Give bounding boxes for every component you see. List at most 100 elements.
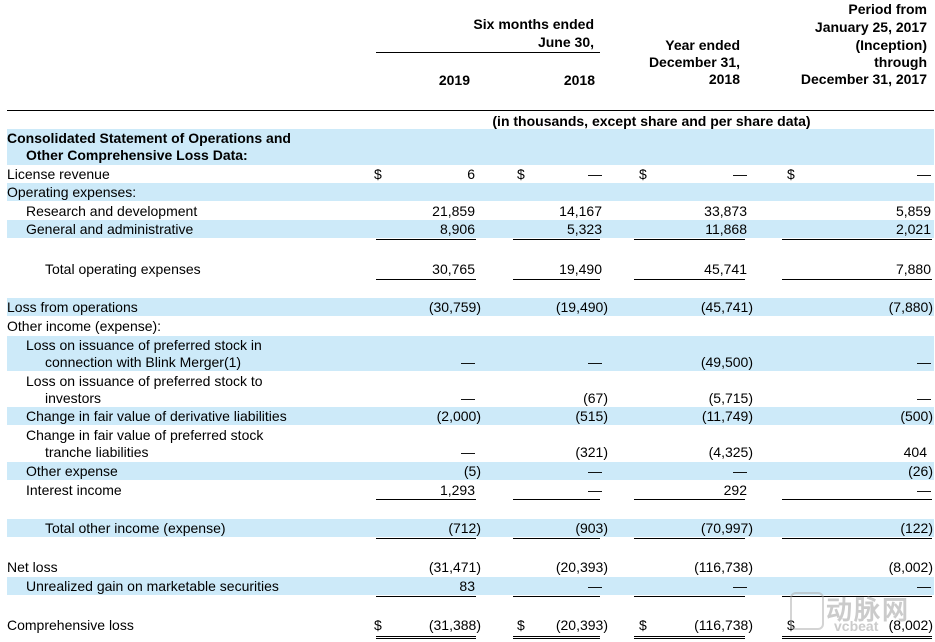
value-2018: — — [588, 354, 602, 370]
underline — [513, 239, 600, 240]
underline — [513, 499, 600, 500]
underline — [634, 279, 745, 280]
value-year-2018: (116,738) — [694, 617, 753, 633]
value-2019: (31,471) — [428, 559, 481, 575]
value-period-2017: — — [917, 166, 931, 182]
value-period-2017: 404 — [903, 444, 927, 460]
underline — [634, 499, 745, 500]
row-label: Other income (expense): — [7, 318, 162, 334]
section-title-line-2: Other Comprehensive Loss Data: — [26, 147, 248, 163]
header-year-ended-2: December 31, — [648, 54, 740, 70]
section-title-line-1: Consolidated Statement of Operations and — [7, 130, 291, 146]
value-period-2017: — — [917, 482, 931, 498]
value-year-2018: (45,741) — [700, 299, 753, 315]
row-total-operating-expenses: Total operating expenses 30,765 19,490 4… — [7, 260, 934, 278]
double-underline — [376, 636, 476, 639]
value-2018: 5,323 — [566, 221, 602, 237]
row-label: Interest income — [26, 482, 122, 498]
value-period-2017: (122) — [900, 520, 933, 536]
value-period-2017: (8,002) — [888, 559, 933, 575]
watermark: 动脉网 vcbeat — [790, 590, 930, 638]
value-2019: — — [461, 354, 475, 370]
underline — [634, 239, 745, 240]
value-year-2018: (5,715) — [708, 390, 753, 406]
header-year-ended-1: Year ended — [665, 37, 740, 53]
underline — [376, 538, 476, 539]
watermark-logo-icon — [790, 592, 824, 630]
value-2019: 30,765 — [432, 261, 475, 277]
row-label: Comprehensive loss — [7, 617, 134, 633]
header-period-5: December 31, 2017 — [800, 71, 927, 87]
header-period-3: (Inception) — [855, 37, 927, 53]
underline — [782, 239, 932, 240]
value-2019: (712) — [448, 520, 481, 536]
value-year-2018: 45,741 — [704, 261, 747, 277]
watermark-text-en: vcbeat — [834, 618, 879, 634]
row-tranche-liabilities: Change in fair value of preferred stock … — [7, 426, 934, 461]
row-loss-blink-merger: Loss on issuance of preferred stock in c… — [7, 336, 934, 371]
value-2018: (321) — [575, 444, 608, 460]
underline — [376, 499, 476, 500]
underline — [634, 596, 745, 597]
value-year-2018: — — [733, 463, 747, 479]
row-label: Net loss — [7, 559, 58, 575]
section-title-row: Consolidated Statement of Operations and… — [7, 129, 934, 165]
dollar-sign: $ — [374, 166, 382, 182]
dollar-sign: $ — [639, 166, 647, 182]
underline — [782, 279, 932, 280]
row-comprehensive-loss: Comprehensive loss $ (31,388) $ (20,393)… — [7, 616, 934, 634]
value-period-2017: 5,859 — [895, 203, 931, 219]
value-year-2018: (116,738) — [694, 559, 753, 575]
value-year-2018: 33,873 — [704, 203, 747, 219]
row-operating-expenses: Operating expenses: — [7, 183, 934, 201]
value-period-2017: — — [917, 354, 931, 370]
double-underline — [634, 636, 745, 639]
value-2019: — — [461, 390, 475, 406]
value-period-2017: 2,021 — [895, 221, 931, 237]
value-2019: 8,906 — [439, 221, 475, 237]
dollar-sign: $ — [517, 166, 525, 182]
underline — [782, 596, 932, 597]
row-label-line-1: Change in fair value of preferred stock — [26, 427, 264, 443]
row-total-other-income: Total other income (expense) (712) (903)… — [7, 519, 934, 537]
underline — [513, 279, 600, 280]
row-other-expense: Other expense (5) — — (26) — [7, 462, 934, 480]
value-period-2017: (8,002) — [888, 617, 933, 633]
row-loss-investors: Loss on issuance of preferred stock to i… — [7, 372, 934, 407]
value-period-2017: — — [917, 390, 931, 406]
value-year-2018: (70,997) — [700, 520, 753, 536]
value-year-2018: (49,500) — [700, 354, 753, 370]
value-2018: — — [588, 166, 602, 182]
row-label: Total other income (expense) — [45, 520, 226, 536]
value-2018: (20,393) — [555, 617, 608, 633]
underline — [376, 596, 476, 597]
underline — [782, 499, 932, 500]
row-label: Unrealized gain on marketable securities — [26, 578, 279, 594]
row-label: Operating expenses: — [7, 184, 137, 200]
row-label: Total operating expenses — [45, 261, 201, 277]
value-period-2017: 7,880 — [895, 261, 931, 277]
row-label-line-2: connection with Blink Merger(1) — [45, 354, 242, 370]
header-year-ended-3: 2018 — [708, 71, 740, 87]
row-loss-from-operations: Loss from operations (30,759) (19,490) (… — [7, 298, 934, 316]
value-2019: — — [461, 444, 475, 460]
header-six-months-sub: June 30, — [537, 34, 594, 50]
row-label: Research and development — [26, 203, 198, 219]
value-period-2017: (500) — [900, 408, 933, 424]
header-six-months-rule — [376, 52, 600, 53]
row-derivative-liabilities: Change in fair value of derivative liabi… — [7, 407, 934, 425]
row-label: General and administrative — [26, 221, 194, 237]
value-2018: (67) — [583, 390, 608, 406]
dollar-sign: $ — [517, 617, 525, 633]
value-2019: (2,000) — [436, 408, 481, 424]
row-label: License revenue — [7, 166, 110, 182]
value-2018: 19,490 — [559, 261, 602, 277]
row-interest-income: Interest income 1,293 — 292 — — [7, 481, 934, 499]
value-2018: — — [588, 463, 602, 479]
value-2018: (19,490) — [555, 299, 608, 315]
underline — [513, 538, 600, 539]
row-license-revenue: License revenue $ 6 $ — $ — $ — — [7, 165, 934, 183]
value-2019: (30,759) — [428, 299, 481, 315]
header-bottom-rule — [7, 110, 934, 111]
value-2018: — — [588, 482, 602, 498]
